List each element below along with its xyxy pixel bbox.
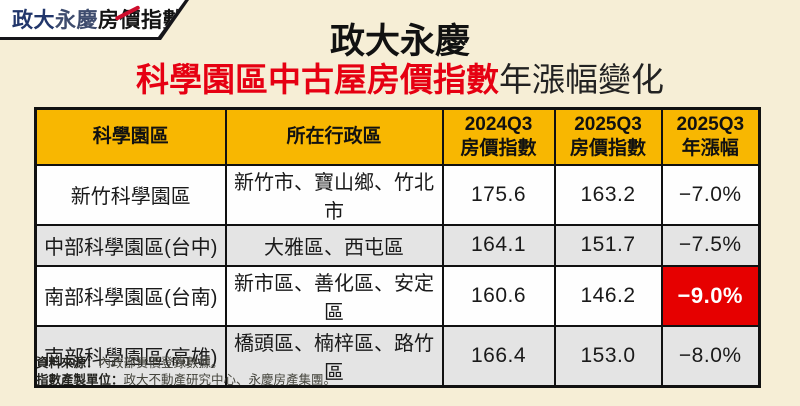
col-header-yoy: 2025Q3 年漲幅	[660, 107, 761, 166]
col-header-2024q3: 2024Q3 房價指數	[441, 107, 556, 166]
source-text: 內政部實價登錄數據。	[98, 356, 224, 370]
logo-text-secondary: 永慶	[55, 8, 98, 32]
cell-yoy: −7.0%	[660, 163, 761, 226]
cell-park: 新竹科學園區	[34, 163, 227, 226]
index-table: 科學園區 所在行政區 2024Q3 房價指數 2025Q3 房價指數 2025Q3 年…	[34, 107, 761, 388]
cell-districts: 新市區、善化區、安定區	[224, 264, 444, 327]
header-row: 科學園區 所在行政區 2024Q3 房價指數 2025Q3 房價指數 2025Q3 年…	[34, 107, 761, 166]
cell-2025q3: 153.0	[553, 324, 663, 387]
col-header-districts: 所在行政區	[224, 107, 444, 166]
cell-2024q3: 166.4	[441, 324, 556, 387]
cell-districts: 橋頭區、楠梓區、路竹區	[224, 324, 444, 387]
title-rest: 年漲幅變化	[499, 60, 664, 98]
cell-2024q3: 164.1	[441, 223, 556, 267]
cell-2024q3: 175.6	[441, 163, 556, 226]
footer-notes: 資料來源：內政部實價登錄數據。 指數產製單位：政大不動產研究中心、永慶房產集團。	[36, 355, 336, 389]
col-header-park: 科學園區	[34, 107, 227, 166]
cell-park: 中部科學園區(台中)	[34, 223, 227, 267]
page-title: 政大永慶 科學園區中古屋房價指數年漲幅變化	[0, 24, 800, 96]
logo-text-primary: 政大	[12, 8, 55, 32]
cell-2025q3: 163.2	[553, 163, 663, 226]
table-row: 南部科學園區(高雄) 橋頭區、楠梓區、路竹區 166.4 153.0 −8.0%	[34, 324, 761, 387]
cell-yoy: −7.5%	[660, 223, 761, 267]
producer-note: 指數產製單位：政大不動產研究中心、永慶房產集團。	[36, 372, 336, 389]
source-note: 資料來源：內政部實價登錄數據。	[36, 355, 336, 372]
cell-2025q3: 146.2	[553, 264, 663, 327]
cell-park: 南部科學園區(台南)	[34, 264, 227, 327]
col-header-2025q3: 2025Q3 房價指數	[553, 107, 663, 166]
cell-districts: 大雅區、西屯區	[224, 223, 444, 267]
index-table-container: 科學園區 所在行政區 2024Q3 房價指數 2025Q3 房價指數 2025Q3 年…	[34, 107, 761, 388]
cell-2025q3: 151.7	[553, 223, 663, 267]
title-line1: 政大永慶	[329, 22, 470, 61]
cell-yoy: −8.0%	[660, 324, 761, 387]
brand-logo-plaque: 政大 永慶 房價指數	[0, 0, 189, 40]
brand-logo: 政大 永慶 房價指數	[0, 0, 185, 37]
title-line2: 科學園區中古屋房價指數年漲幅變化	[0, 60, 800, 98]
title-highlight: 科學園區中古屋房價指數	[136, 60, 499, 98]
table-row: 南部科學園區(台南) 新市區、善化區、安定區 160.6 146.2 −9.0%	[34, 264, 761, 327]
cell-park: 南部科學園區(高雄)	[34, 324, 227, 387]
cell-districts: 新竹市、寶山鄉、竹北市	[224, 163, 444, 226]
cell-2024q3: 160.6	[441, 264, 556, 327]
table-row: 新竹科學園區 新竹市、寶山鄉、竹北市 175.6 163.2 −7.0%	[34, 163, 761, 226]
source-label: 資料來源：	[36, 356, 99, 370]
cell-yoy-highlighted: −9.0%	[660, 264, 761, 327]
table-row: 中部科學園區(台中) 大雅區、西屯區 164.1 151.7 −7.5%	[34, 223, 761, 267]
producer-text: 政大不動產研究中心、永慶房產集團。	[123, 373, 337, 387]
producer-label: 指數產製單位：	[36, 373, 124, 387]
